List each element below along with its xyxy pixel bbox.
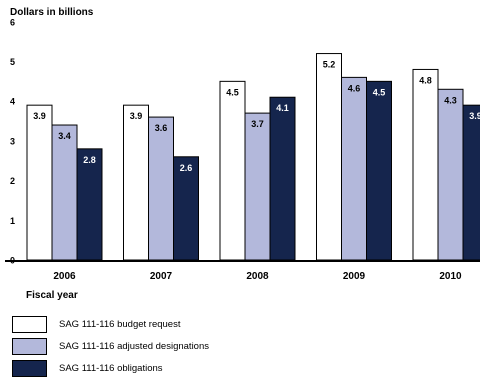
bar-value-label: 3.6 xyxy=(155,123,168,133)
bar-value-label: 3.9 xyxy=(33,111,46,121)
legend-item: SAG 111-116 budget request xyxy=(12,313,209,335)
bar-value-label: 4.8 xyxy=(419,75,432,85)
legend-item: SAG 111-116 obligations xyxy=(12,357,209,379)
x-tick-label: 2009 xyxy=(343,271,366,282)
bar xyxy=(437,88,464,261)
legend-swatch xyxy=(12,337,47,355)
bar-series: 3.9 3.4 2.8 3.9 3.6 2.6 4.5 3.7 4.1 5.2 4.6 4.5 4.8 4… xyxy=(26,53,480,261)
bar xyxy=(26,104,53,261)
bar-value-label: 4.3 xyxy=(444,95,457,105)
bar xyxy=(462,104,480,261)
x-tick-label: 2006 xyxy=(53,271,76,282)
bar-value-label: 4.1 xyxy=(276,103,289,113)
y-tick-label: 2 xyxy=(10,176,15,186)
bar xyxy=(51,124,78,261)
x-tick-label: 2010 xyxy=(439,271,462,282)
legend-label: SAG 111-116 adjusted designations xyxy=(59,340,209,352)
x-tick-label: 2008 xyxy=(246,271,269,282)
bar xyxy=(148,116,174,261)
bar-value-label: 4.5 xyxy=(373,87,386,97)
legend-swatch xyxy=(12,315,47,333)
bar-value-label: 3.9 xyxy=(130,111,143,121)
bar-value-label: 5.2 xyxy=(323,60,336,70)
bar-value-label: 3.4 xyxy=(58,131,71,141)
bar-value-label: 2.8 xyxy=(83,155,96,165)
legend-item: SAG 111-116 adjusted designations xyxy=(12,335,209,357)
bar-value-label: 3.7 xyxy=(251,119,264,129)
y-tick-label: 6 xyxy=(10,17,15,27)
x-axis-ticks: 2006 2007 2008 2009 2010 xyxy=(53,271,462,282)
bar xyxy=(244,112,271,261)
legend-swatch xyxy=(12,359,47,377)
bar xyxy=(366,80,392,261)
bar xyxy=(412,68,439,261)
y-tick-label: 5 xyxy=(10,57,15,67)
legend-label: SAG 111-116 budget request xyxy=(59,318,181,330)
y-axis-ticks: 0123456 xyxy=(10,17,15,265)
bar-value-label: 2.6 xyxy=(180,163,193,173)
bar-value-label: 3.9 xyxy=(469,111,480,121)
legend: SAG 111-116 budget request SAG 111-116 ad… xyxy=(12,313,209,379)
bar xyxy=(341,76,367,261)
y-tick-label: 4 xyxy=(10,97,15,107)
bar-value-label: 4.6 xyxy=(348,83,361,93)
bar xyxy=(123,104,149,261)
bar xyxy=(269,96,296,261)
bar xyxy=(76,148,103,261)
y-tick-label: 1 xyxy=(10,216,15,226)
x-tick-label: 2007 xyxy=(150,271,173,282)
x-axis-label: Fiscal year xyxy=(26,290,78,301)
y-tick-label: 3 xyxy=(10,136,15,146)
bar xyxy=(316,53,342,261)
legend-label: SAG 111-116 obligations xyxy=(59,362,163,374)
bar xyxy=(219,80,246,261)
bar-value-label: 4.5 xyxy=(226,87,239,97)
y-axis-label: Dollars in billions xyxy=(10,7,94,18)
